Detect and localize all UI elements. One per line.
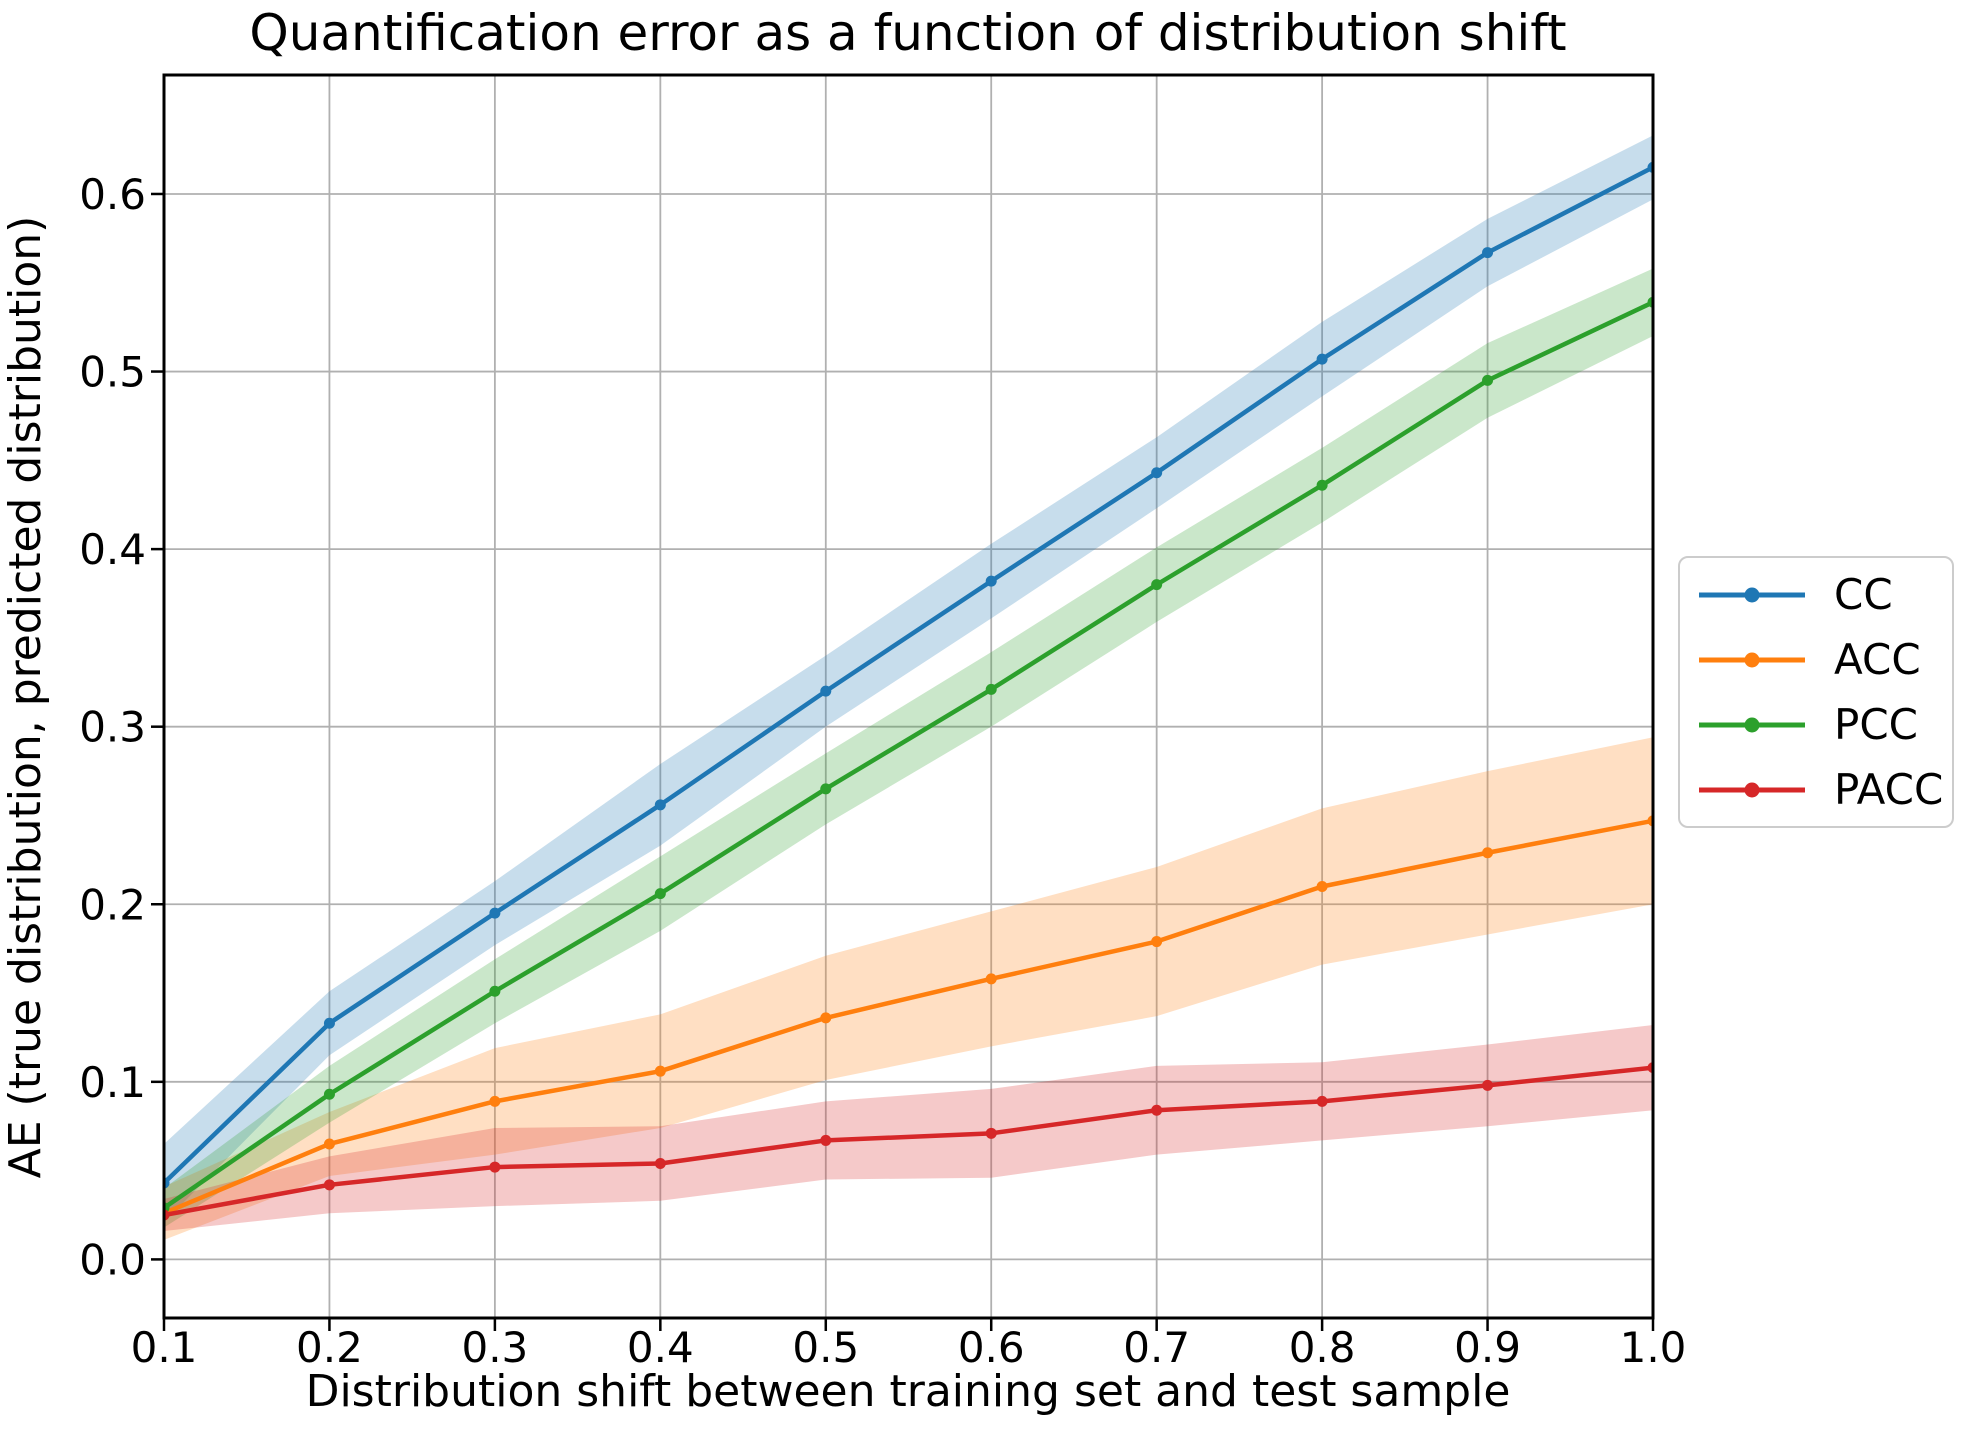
marker-acc [985, 973, 997, 985]
marker-pacc [323, 1179, 335, 1191]
marker-pacc [1316, 1095, 1328, 1107]
axis-ticks [151, 192, 1655, 1331]
line-acc [164, 818, 1653, 1216]
legend-line-marker-icon [1699, 782, 1805, 797]
y-tick-label: 0.4 [79, 525, 146, 574]
marker-acc [1151, 936, 1163, 948]
legend-item-label: ACC [1834, 634, 1921, 684]
x-tick-label: 0.5 [792, 1323, 859, 1372]
tick-labels: 0.1 0.2 0.3 0.4 0.5 0.6 0.7 0.8 0.9 1.0 0.0 0.1 0.2 0… [79, 170, 1686, 1372]
marker-acc [654, 1065, 666, 1077]
legend-item-pcc: PCC [1680, 692, 1952, 757]
marker-cc [489, 907, 501, 919]
x-tick-label: 0.3 [461, 1323, 528, 1372]
legend-item-label: PCC [1834, 699, 1918, 749]
marker-acc [323, 1138, 335, 1150]
marker-pcc [1151, 579, 1163, 591]
x-tick-label: 1.0 [1620, 1323, 1687, 1372]
x-tick-label: 0.6 [958, 1323, 1025, 1372]
marker-acc [820, 1012, 832, 1024]
legend-line-marker-icon [1699, 587, 1805, 602]
x-tick-label: 0.4 [627, 1323, 694, 1372]
marker-cc [1316, 353, 1328, 365]
x-tick-label: 0.2 [296, 1323, 363, 1372]
marker-pcc [489, 985, 501, 997]
marker-pcc [1316, 479, 1328, 491]
y-tick-label: 0.6 [79, 170, 146, 219]
marker-pacc [820, 1134, 832, 1146]
y-tick-label: 0.1 [79, 1058, 146, 1107]
marker-cc [654, 799, 666, 811]
marker-cc [1482, 247, 1494, 259]
marker-pcc [323, 1088, 335, 1100]
legend-line-marker-icon [1699, 652, 1805, 667]
band-acc [164, 737, 1653, 1240]
y-axis-label: AE (true distribution, predicted distrib… [0, 216, 51, 1179]
marker-pacc [654, 1158, 666, 1170]
band-cc [164, 135, 1653, 1223]
legend-line-marker-icon [1699, 717, 1805, 732]
marker-cc [985, 575, 997, 587]
marker-pcc [654, 888, 666, 900]
series-acc [164, 815, 1653, 1219]
confidence-bands [164, 135, 1653, 1240]
marker-pcc [1482, 374, 1494, 386]
marker-acc [1316, 881, 1328, 893]
marker-acc [489, 1095, 501, 1107]
series-pacc [164, 1062, 1653, 1221]
marker-cc [323, 1017, 335, 1029]
marker-cc [1151, 467, 1163, 479]
chart-title: Quantification error as a function of di… [249, 4, 1566, 62]
gridlines [163, 75, 1654, 1318]
marker-pacc [1151, 1104, 1163, 1116]
marker-pacc [1482, 1079, 1494, 1091]
legend-item-label: CC [1834, 569, 1893, 619]
y-tick-label: 0.2 [79, 880, 146, 929]
band-pacc [164, 1025, 1653, 1231]
line-cc [164, 165, 1653, 1185]
y-tick-label: 0.3 [79, 703, 146, 752]
x-tick-label: 0.9 [1454, 1323, 1521, 1372]
marker-acc [1482, 847, 1494, 859]
marker-pcc [985, 683, 997, 695]
x-tick-label: 0.7 [1123, 1323, 1190, 1372]
y-tick-label: 0.5 [79, 348, 146, 397]
plot-border [162, 73, 1655, 1320]
marker-pcc [820, 783, 832, 795]
series-pcc [164, 296, 1653, 1214]
line-pacc [164, 1065, 1653, 1218]
y-tick-label: 0.0 [79, 1235, 146, 1284]
marker-cc [820, 685, 832, 697]
series-lines [164, 161, 1653, 1221]
legend-item-pacc: PACC [1680, 757, 1952, 822]
legend: CC ACC PCC PACC [1678, 556, 1954, 828]
line-pcc [164, 300, 1653, 1210]
legend-item-acc: ACC [1680, 627, 1952, 692]
x-axis-label: Distribution shift between training set … [306, 1366, 1511, 1417]
marker-pacc [985, 1127, 997, 1139]
legend-item-cc: CC [1680, 562, 1952, 627]
marker-pacc [489, 1161, 501, 1173]
x-tick-label: 0.1 [131, 1323, 198, 1372]
legend-item-label: PACC [1834, 764, 1944, 814]
x-tick-label: 0.8 [1289, 1323, 1356, 1372]
